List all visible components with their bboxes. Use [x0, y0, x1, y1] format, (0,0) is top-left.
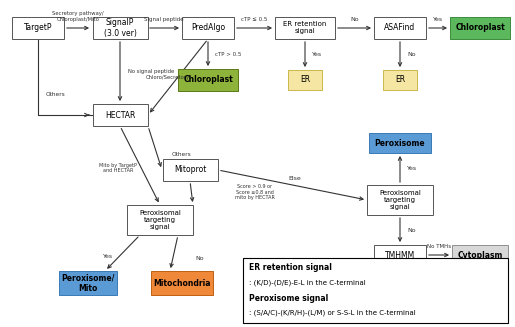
Text: Chloro/Secretory: Chloro/Secretory: [146, 76, 190, 80]
Text: Peroxisomal
targeting
signal: Peroxisomal targeting signal: [379, 190, 421, 210]
Text: : (S/A/C)-(K/R/H)-(L/M) or S-S-L in the C-terminal: : (S/A/C)-(K/R/H)-(L/M) or S-S-L in the …: [249, 310, 416, 317]
Text: Others: Others: [45, 93, 65, 97]
Text: : (K/D)-(D/E)-E-L in the C-terminal: : (K/D)-(D/E)-E-L in the C-terminal: [249, 280, 366, 286]
Text: TargetP: TargetP: [24, 24, 52, 32]
Text: No: No: [351, 17, 359, 22]
Text: ER retention
signal: ER retention signal: [283, 22, 327, 35]
Text: HECTAR: HECTAR: [105, 111, 135, 119]
Text: No signal peptide: No signal peptide: [128, 68, 174, 74]
FancyBboxPatch shape: [369, 133, 431, 153]
FancyBboxPatch shape: [151, 271, 213, 295]
Text: ASAFind: ASAFind: [384, 24, 416, 32]
Text: Others: Others: [172, 152, 192, 158]
Text: TMHs: TMHs: [407, 272, 422, 278]
FancyBboxPatch shape: [12, 17, 64, 39]
Text: Cytoplasm: Cytoplasm: [457, 250, 503, 260]
Text: Signal peptide: Signal peptide: [144, 17, 184, 22]
Text: Yes: Yes: [312, 51, 322, 57]
Text: Chloroplast: Chloroplast: [183, 76, 233, 84]
Text: No TMHs: No TMHs: [427, 244, 451, 249]
FancyBboxPatch shape: [127, 205, 193, 235]
Text: Else: Else: [288, 176, 301, 181]
Text: ER: ER: [395, 76, 405, 84]
FancyBboxPatch shape: [450, 17, 510, 39]
Text: PredAlgo: PredAlgo: [191, 24, 225, 32]
Text: ER: ER: [300, 76, 310, 84]
Text: Score > 0.9 or
Score ≥0.8 and
mito by HECTAR: Score > 0.9 or Score ≥0.8 and mito by HE…: [235, 184, 275, 200]
Text: Secretory pathway/
Chloroplast/Mito: Secretory pathway/ Chloroplast/Mito: [52, 11, 104, 22]
FancyBboxPatch shape: [178, 69, 238, 91]
Text: Yes: Yes: [407, 166, 417, 171]
Text: cTP > 0.5: cTP > 0.5: [215, 51, 242, 57]
FancyBboxPatch shape: [367, 185, 433, 215]
FancyBboxPatch shape: [93, 17, 147, 39]
Text: No: No: [195, 255, 203, 261]
FancyBboxPatch shape: [383, 70, 417, 90]
Text: Yes: Yes: [433, 17, 443, 22]
Text: Mito by TargetP
and HECTAR: Mito by TargetP and HECTAR: [99, 163, 137, 173]
Text: Mitoprot: Mitoprot: [174, 165, 206, 175]
FancyBboxPatch shape: [275, 17, 335, 39]
FancyBboxPatch shape: [383, 285, 417, 305]
Text: TMHMM: TMHMM: [385, 250, 415, 260]
FancyBboxPatch shape: [288, 70, 322, 90]
Text: ER retention signal: ER retention signal: [249, 263, 332, 272]
FancyBboxPatch shape: [452, 245, 508, 265]
Text: Peroxisome signal: Peroxisome signal: [249, 294, 328, 302]
FancyBboxPatch shape: [243, 258, 508, 323]
Text: ER: ER: [395, 290, 405, 300]
Text: Mitochondria: Mitochondria: [153, 279, 211, 287]
Text: Chloroplast: Chloroplast: [455, 24, 505, 32]
FancyBboxPatch shape: [182, 17, 234, 39]
Text: Yes: Yes: [103, 254, 113, 260]
FancyBboxPatch shape: [163, 159, 217, 181]
FancyBboxPatch shape: [374, 17, 426, 39]
Text: Peroxisomal
targeting
signal: Peroxisomal targeting signal: [139, 210, 181, 230]
Text: Peroxisome: Peroxisome: [375, 139, 425, 147]
Text: cTP ≤ 0.5: cTP ≤ 0.5: [241, 17, 267, 22]
Text: No: No: [407, 228, 416, 232]
FancyBboxPatch shape: [374, 245, 426, 265]
FancyBboxPatch shape: [59, 271, 117, 295]
Text: SignalP
(3.0 ver): SignalP (3.0 ver): [104, 18, 136, 38]
Text: Peroxisome/
Mito: Peroxisome/ Mito: [61, 273, 115, 293]
FancyBboxPatch shape: [93, 104, 147, 126]
Text: No: No: [407, 51, 416, 57]
